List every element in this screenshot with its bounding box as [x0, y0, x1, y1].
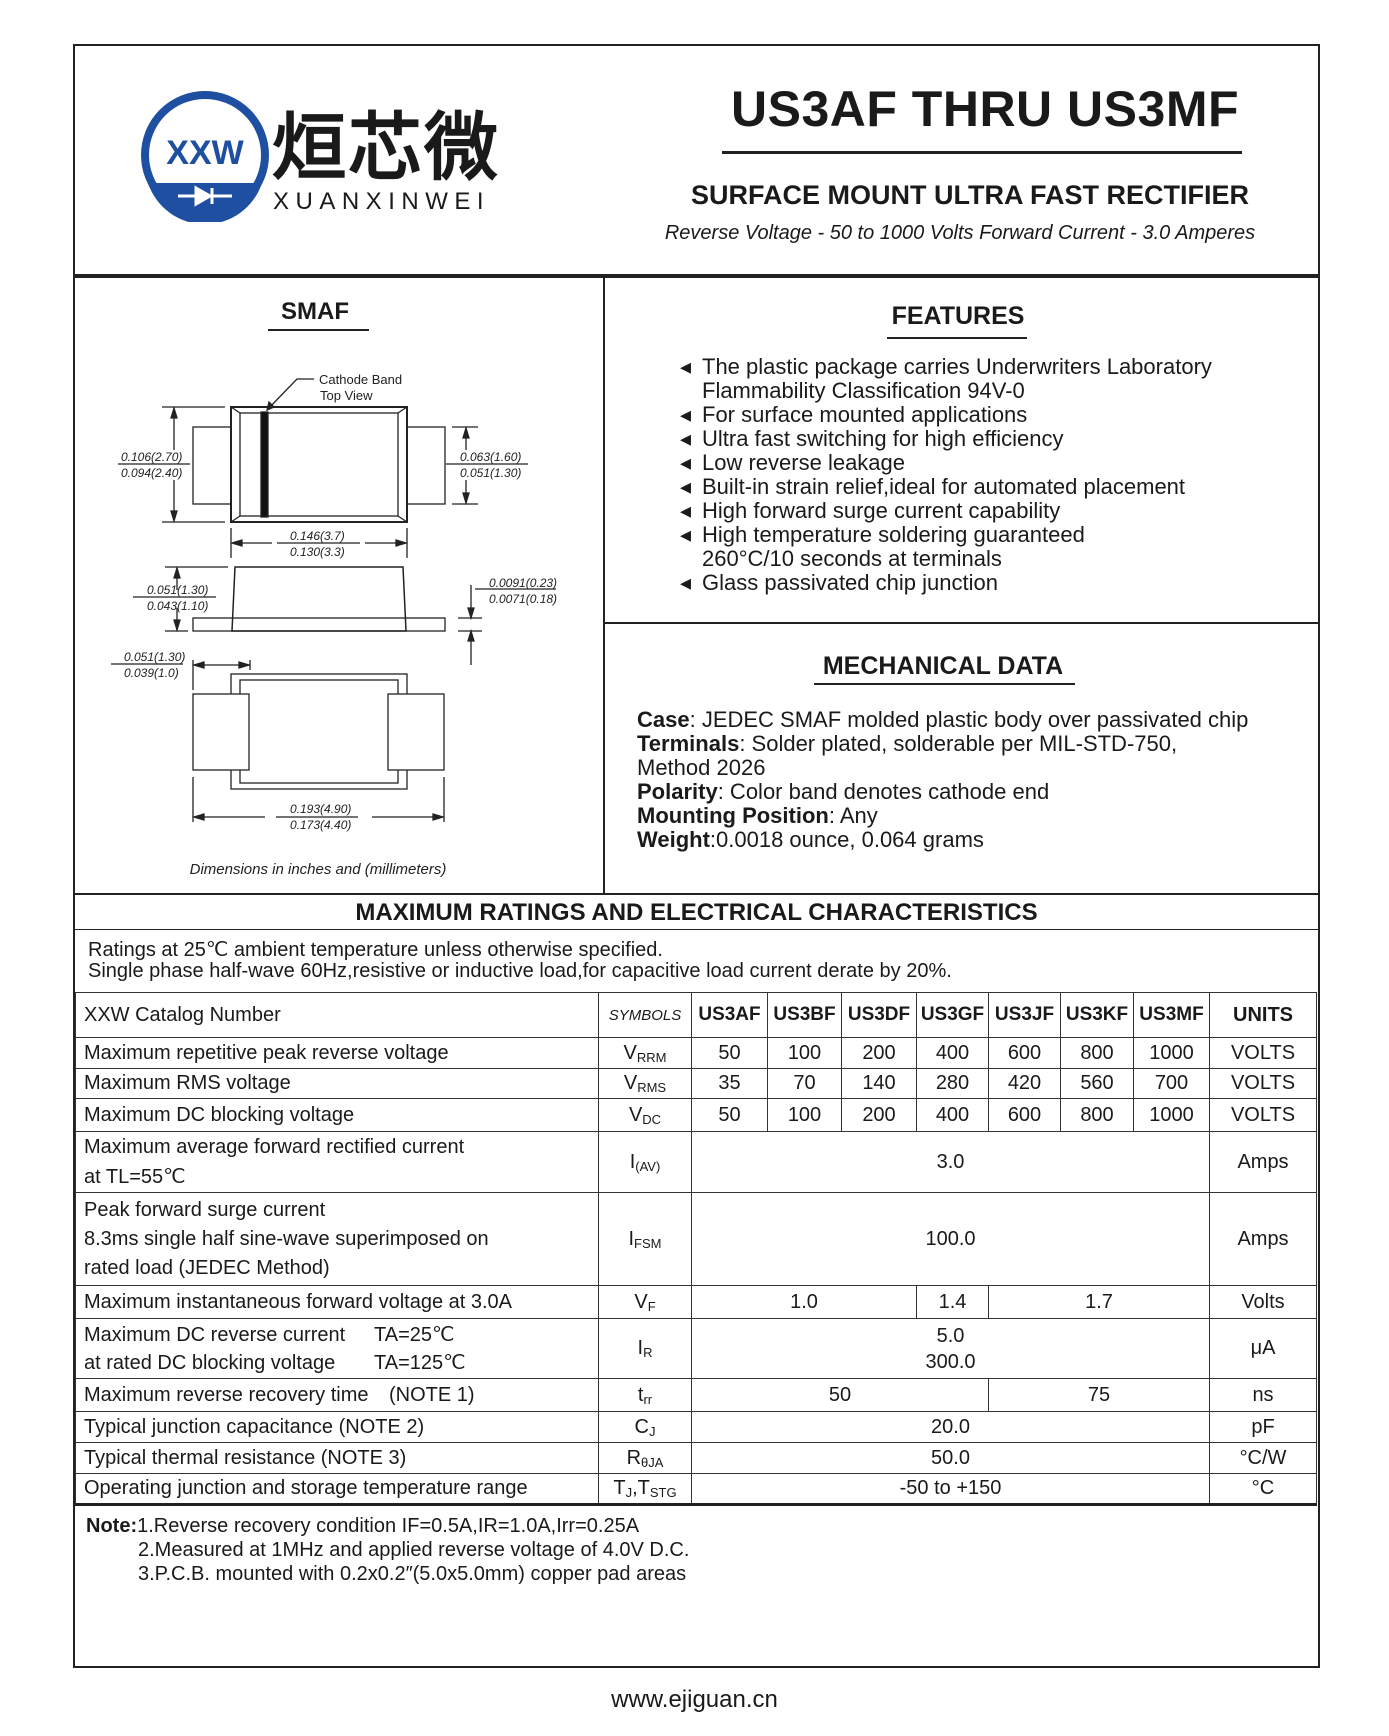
svg-text:Cathode Band: Cathode Band [319, 372, 402, 387]
datasheet-frame [73, 44, 1320, 1668]
characteristics-table: XXW Catalog Number SYMBOLS US3AF US3BF US3… [75, 992, 1317, 1506]
mech-polarity: Polarity: Color band denotes cathode end [637, 779, 1050, 804]
table-row: Maximum instantaneous forward voltage at… [75, 1285, 1317, 1319]
svg-text:0.063(1.60): 0.063(1.60) [460, 450, 521, 464]
bullet-arrow-icon: ◂ [680, 402, 692, 427]
table-row: Maximum average forward rectified curren… [75, 1131, 1317, 1193]
ratings-top-line [75, 893, 1318, 895]
bullet-arrow-icon: ◂ [680, 474, 692, 499]
svg-text:0.094(2.40): 0.094(2.40) [121, 466, 182, 480]
feature-item: ◂ The plastic package carries Underwriter… [680, 354, 1212, 379]
bullet-arrow-icon: ◂ [680, 570, 692, 595]
bullet-arrow-icon: ◂ [680, 426, 692, 451]
svg-text:0.146(3.7): 0.146(3.7) [290, 529, 345, 543]
mech-case: Case: JEDEC SMAF molded plastic body ove… [637, 707, 1249, 732]
feature-item: ◂ Glass passivated chip junction [680, 570, 998, 595]
svg-text:0.106(2.70): 0.106(2.70) [121, 450, 182, 464]
features-list: ◂ The plastic package carries Underwriter… [680, 355, 1212, 595]
feature-item: ◂ High temperature soldering guaranteed [680, 522, 1085, 547]
svg-text:0.130(3.3): 0.130(3.3) [290, 545, 345, 559]
top-lead-left [192, 426, 232, 505]
svg-text:0.051(1.30): 0.051(1.30) [460, 466, 521, 480]
table-row: Operating junction and storage temperatu… [75, 1473, 1317, 1506]
mech-weight: Weight:0.0018 ounce, 0.064 grams [637, 827, 984, 852]
subtitle: SURFACE MOUNT ULTRA FAST RECTIFIER [691, 180, 1249, 210]
table-row: Maximum repetitive peak reverse voltage V… [75, 1037, 1317, 1069]
svg-text:0.0071(0.18): 0.0071(0.18) [489, 592, 557, 606]
package-divider [603, 276, 605, 893]
ratings-title: MAXIMUM RATINGS AND ELECTRICAL CHARACTER… [355, 899, 1038, 926]
top-body [230, 406, 408, 523]
ratings-summary: Reverse Voltage - 50 to 1000 Volts Forwa… [664, 222, 1256, 244]
svg-text:0.051(1.30): 0.051(1.30) [124, 650, 185, 664]
bullet-arrow-icon: ◂ [680, 354, 692, 379]
svg-text:0.193(4.90): 0.193(4.90) [290, 802, 351, 816]
dimensions-caption: Dimensions in inches and (millimeters) [190, 861, 447, 878]
footer-url[interactable]: www.ejiguan.cn [611, 1686, 778, 1713]
table-row: Maximum reverse recovery time (NOTE 1) tr… [75, 1378, 1317, 1412]
svg-text:0.039(1.0): 0.039(1.0) [124, 666, 179, 680]
feature-item: 260°C/10 seconds at terminals [702, 546, 1002, 571]
table-row: Maximum DC reverse current TA=25℃ at rated… [75, 1318, 1317, 1379]
features-divider [605, 622, 1318, 624]
feature-item: ◂ Built-in strain relief,ideal for automa… [680, 474, 1186, 499]
svg-text:0.043(1.10): 0.043(1.10) [147, 599, 208, 613]
bottom-pad-right [387, 693, 445, 771]
features-title-underline [887, 337, 1027, 339]
svg-text:0.0091(0.23): 0.0091(0.23) [489, 576, 557, 590]
package-title-underline [268, 329, 369, 331]
logo-chinese-name: 烜芯微 [272, 106, 500, 189]
notes: Note:1.Reverse recovery condition IF=0.5… [86, 1515, 690, 1585]
bullet-arrow-icon: ◂ [680, 522, 692, 547]
feature-item: ◂ High forward surge current capability [680, 498, 1061, 523]
page-title: US3AF THRU US3MF [730, 81, 1240, 137]
mech-terminals: Terminals: Solder plated, solderable per… [637, 731, 1178, 756]
table-row: Typical thermal resistance (NOTE 3) RθJA … [75, 1442, 1317, 1474]
svg-text:Top View: Top View [320, 388, 373, 403]
ratings-conditions: Ratings at 25℃ ambient temperature unles… [88, 939, 952, 982]
svg-text:XXW: XXW [166, 134, 244, 172]
mech-mounting: Mounting Position: Any [637, 803, 878, 828]
title-underline [722, 151, 1242, 154]
bottom-pad-left [192, 693, 250, 771]
top-body-inner [239, 412, 399, 517]
cathode-leader [266, 378, 314, 411]
feature-item: Flammability Classification 94V-0 [702, 378, 1025, 403]
package-title: SMAF [281, 298, 349, 325]
header-divider [75, 274, 1318, 278]
side-body [231, 566, 407, 632]
side-leadframe [192, 617, 446, 632]
mechanical-title-underline [814, 683, 1075, 685]
mechanical-list: Case: JEDEC SMAF molded plastic body ove… [637, 708, 1248, 852]
logo-latin-name: XUANXINWEI [273, 188, 491, 215]
mechanical-title: MECHANICAL DATA [822, 652, 1064, 680]
features-title: FEATURES [891, 302, 1025, 330]
table-row: Peak forward surge current 8.3ms single h… [75, 1192, 1317, 1286]
svg-text:0.173(4.40): 0.173(4.40) [290, 818, 351, 832]
table-row: Maximum RMS voltage VRMS 35 70 140 280 420 560… [75, 1068, 1317, 1099]
feature-item: ◂ For surface mounted applications [680, 402, 1028, 427]
table-header-row: XXW Catalog Number SYMBOLS US3AF US3BF US3… [75, 992, 1317, 1038]
feature-item: ◂ Ultra fast switching for high efficienc… [680, 426, 1064, 451]
mech-terminals-2: Method 2026 [637, 755, 766, 780]
bullet-arrow-icon: ◂ [680, 450, 692, 475]
ratings-title-line [75, 929, 1318, 930]
xxw-logo: XXW [141, 91, 269, 222]
top-lead-right [406, 426, 446, 505]
cathode-band [260, 411, 269, 518]
svg-text:0.051(1.30): 0.051(1.30) [147, 583, 208, 597]
bottom-body [230, 673, 408, 790]
bullet-arrow-icon: ◂ [680, 498, 692, 523]
feature-item: ◂ Low reverse leakage [680, 450, 906, 475]
table-row: Maximum DC blocking voltage VDC 50 100 200 4… [75, 1098, 1317, 1132]
table-row: Typical junction capacitance (NOTE 2) CJ … [75, 1411, 1317, 1443]
